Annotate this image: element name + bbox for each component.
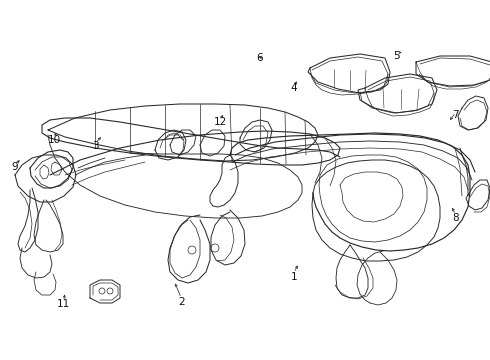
Text: 5: 5 [393, 51, 400, 61]
Text: 4: 4 [291, 83, 297, 93]
Text: 8: 8 [452, 213, 459, 223]
Text: 6: 6 [256, 53, 263, 63]
Text: 2: 2 [178, 297, 185, 307]
Text: 11: 11 [57, 299, 71, 309]
Text: 12: 12 [214, 117, 227, 127]
Text: 7: 7 [452, 110, 459, 120]
Text: 9: 9 [11, 162, 18, 172]
Text: 10: 10 [48, 135, 60, 145]
Text: 3: 3 [92, 141, 99, 151]
Text: 1: 1 [291, 272, 297, 282]
